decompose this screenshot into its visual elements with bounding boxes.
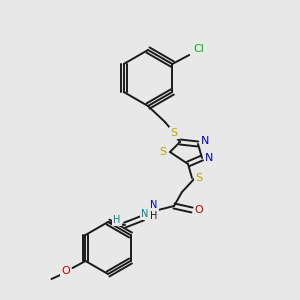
Text: N: N xyxy=(150,200,158,210)
Text: N: N xyxy=(201,136,209,146)
Text: H: H xyxy=(150,211,158,221)
Text: S: S xyxy=(170,128,178,138)
Text: S: S xyxy=(195,173,203,183)
Text: N: N xyxy=(205,153,213,163)
Text: O: O xyxy=(195,205,203,215)
Text: H: H xyxy=(113,215,121,225)
Text: N: N xyxy=(141,209,149,219)
Text: O: O xyxy=(61,266,70,276)
Text: Cl: Cl xyxy=(194,44,205,54)
Text: S: S xyxy=(159,147,167,157)
